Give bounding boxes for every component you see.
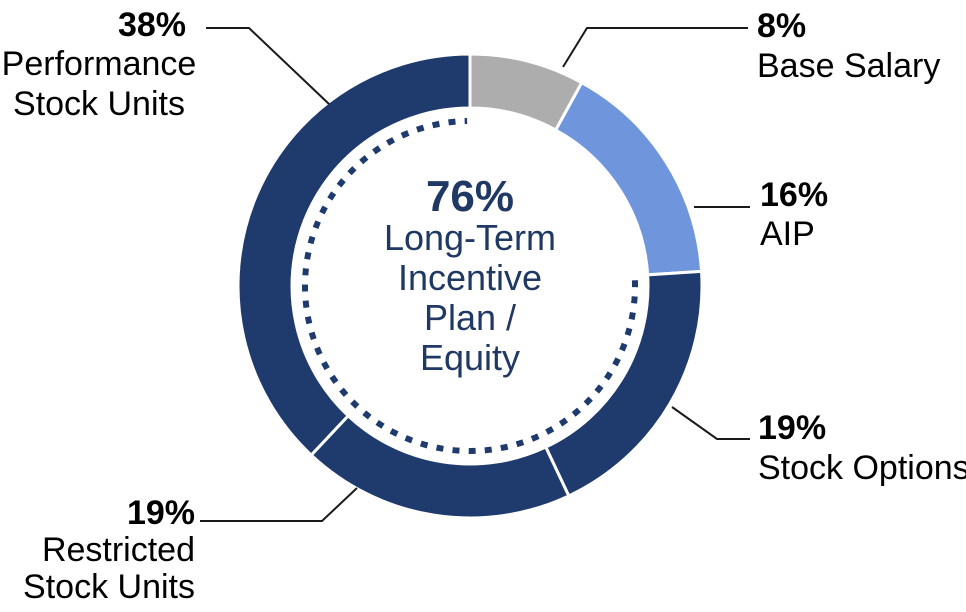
donut-center-pct: 76% (425, 172, 515, 221)
donut-center-line-1: Long-Term (383, 217, 557, 258)
callout-stock-options-name: Stock Options (758, 449, 966, 487)
ltip-dashed-arc-group (302, 118, 638, 454)
callout-aip-pct: 16% (760, 176, 829, 214)
callout-psu-name-line-2: Stock Units (13, 85, 185, 123)
donut-center-label: 76% Long-Term Incentive Plan / Equity (383, 172, 557, 378)
donut-center-line-3: Plan / (423, 297, 517, 338)
callout-base-salary-pct: 8% (757, 7, 807, 45)
donut-segments (236, 52, 704, 520)
callout-rsu-pct: 19% (126, 494, 195, 532)
ltip-dashed-arc (302, 118, 638, 454)
donut-center-line-2: Incentive (397, 257, 543, 298)
segment-performance-stock-units (236, 52, 472, 458)
leader-line-stock-options (671, 406, 750, 440)
leader-line-restricted-stock-units (200, 487, 358, 522)
donut-center-line-4: Equity (419, 337, 521, 378)
callout-aip-name: AIP (760, 215, 815, 253)
callout-stock-options-pct: 19% (758, 409, 827, 447)
leader-line-performance-stock-units (206, 27, 330, 105)
segment-stock-options (543, 269, 704, 498)
callout-psu-pct: 38% (117, 6, 187, 44)
callout-psu-name-line-1: Performance (1, 45, 197, 83)
callout-base-salary-name: Base Salary (757, 47, 941, 85)
leader-lines (200, 27, 750, 522)
segment-restricted-stock-units (309, 413, 571, 520)
leader-line-base-salary (562, 27, 748, 68)
callout-rsu-name-line-2: Stock Units (23, 568, 195, 606)
callout-rsu-name-line-1: Restricted (41, 531, 195, 569)
segment-aip (553, 80, 704, 277)
